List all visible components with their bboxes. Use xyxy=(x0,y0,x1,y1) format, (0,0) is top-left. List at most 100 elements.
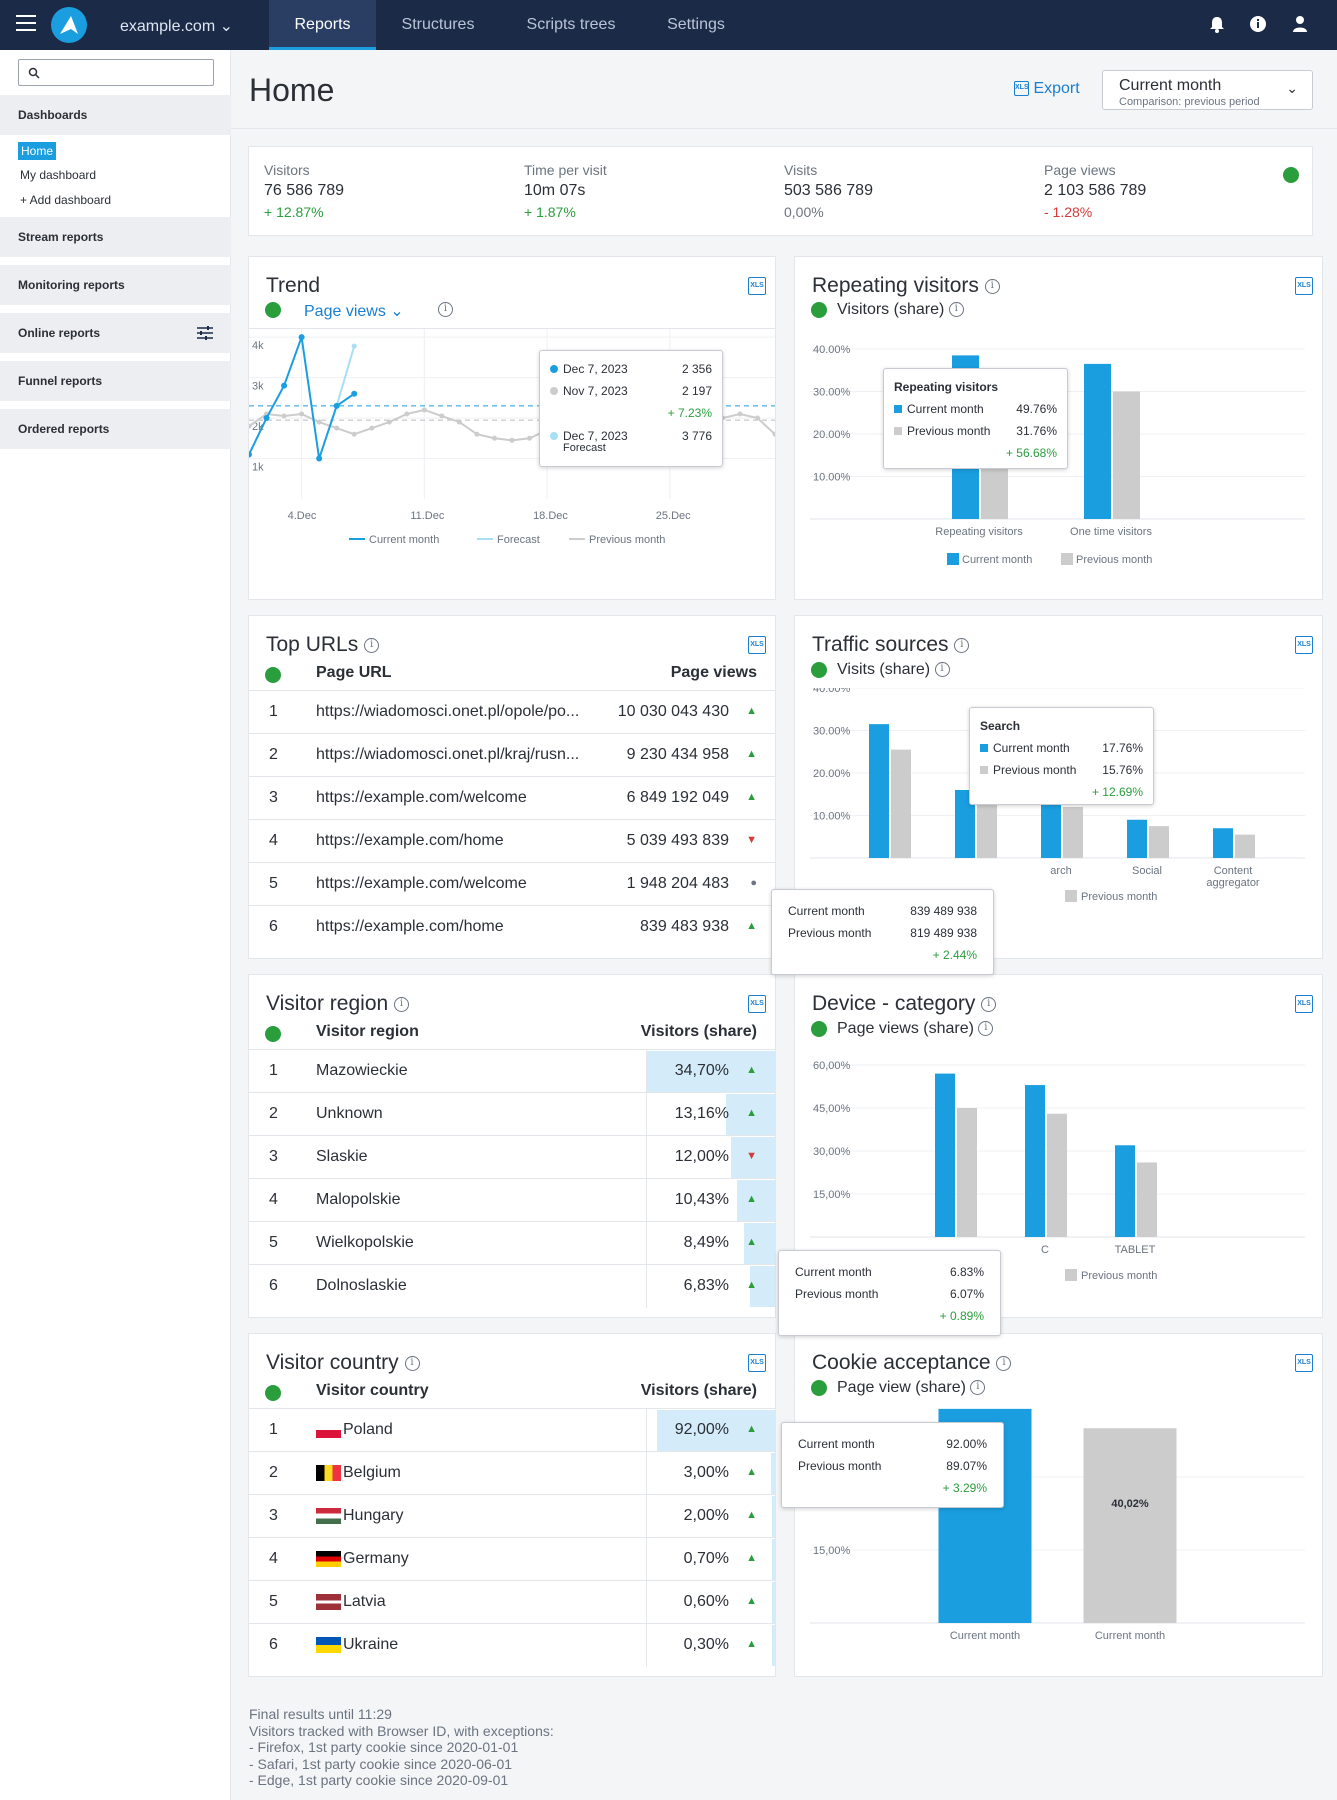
sidebar-section-online-reports[interactable]: Online reports xyxy=(0,313,231,353)
xls-export-icon[interactable]: XLS xyxy=(1295,995,1313,1013)
kpi-visits[interactable]: Visits 503 586 789 0,00% xyxy=(784,162,1004,220)
bell-icon[interactable] xyxy=(1207,14,1227,34)
trend-up-icon: ▲ xyxy=(746,705,757,717)
table-row[interactable]: 4 Malopolskie 10,43% ▲ xyxy=(249,1178,775,1222)
share-bar xyxy=(743,1223,775,1264)
table-row[interactable]: 3 Slaskie 12,00% ▼ xyxy=(249,1135,775,1179)
table-row[interactable]: 1 Mazowieckie 34,70% ▲ xyxy=(249,1049,775,1093)
table-row[interactable]: 1 Poland 92,00% ▲ xyxy=(249,1408,775,1452)
sidebar-section-stream-reports[interactable]: Stream reports xyxy=(0,217,231,257)
trend-up-icon: ▲ xyxy=(746,1423,757,1435)
table-row[interactable]: 6 https://example.com/home 839 483 938 ▲ xyxy=(249,905,775,948)
info-icon[interactable]: i xyxy=(981,996,997,1012)
kpi-time-per-visit[interactable]: Time per visit 10m 07s + 1.87% xyxy=(524,162,744,220)
y-tick-label: 15,00% xyxy=(813,1189,851,1201)
info-icon[interactable]: i xyxy=(984,278,1000,294)
x-tick-label: 4.Dec xyxy=(288,510,317,522)
flag-icon xyxy=(316,1593,341,1610)
menu-icon[interactable] xyxy=(16,15,36,35)
xls-export-icon[interactable]: XLS xyxy=(1295,636,1313,654)
footer-line: Final results until 11:29 xyxy=(249,1706,392,1722)
tooltip-label: Previous month xyxy=(788,926,872,940)
kpi-page-views[interactable]: Page views 2 103 586 789 - 1.28% xyxy=(1044,162,1264,220)
row-value: 34,70% xyxy=(674,1062,729,1079)
info-icon[interactable]: i xyxy=(394,996,410,1012)
column-header-url[interactable]: Page URL xyxy=(316,664,392,681)
table-row[interactable]: 6 Dolnoslaskie 6,83% ▲ xyxy=(249,1264,775,1308)
user-icon[interactable] xyxy=(1290,14,1310,34)
xls-export-icon[interactable]: XLS xyxy=(1295,277,1313,295)
kpi-delta: + 12.87% xyxy=(264,204,324,220)
info-icon[interactable]: i xyxy=(970,1380,986,1396)
trend-up-icon: ▲ xyxy=(746,791,757,803)
xls-export-icon[interactable]: XLS xyxy=(1295,1354,1313,1372)
sidebar-item-add-dashboard[interactable]: + Add dashboard xyxy=(20,193,112,207)
metric-dropdown[interactable]: Page views ⌄ xyxy=(304,301,404,321)
kpi-label: Page views xyxy=(1044,162,1116,178)
nav-tab-scripts-trees[interactable]: Scripts trees xyxy=(526,16,616,33)
xls-export-icon[interactable]: XLS xyxy=(748,277,766,295)
trend-up-icon: ▲ xyxy=(746,920,757,932)
sidebar-item-my-dashboard[interactable]: My dashboard xyxy=(20,168,97,182)
nav-tab-reports[interactable]: Reports xyxy=(269,0,376,50)
table-row[interactable]: 1 https://wiadomosci.onet.pl/opole/po... 1… xyxy=(249,690,775,733)
bar-previous xyxy=(1083,1428,1177,1623)
info-icon[interactable] xyxy=(1248,14,1268,34)
kpi-label: Time per visit xyxy=(524,162,607,178)
column-header-region[interactable]: Visitor region xyxy=(316,1023,419,1040)
status-dot xyxy=(811,302,827,318)
info-icon[interactable]: i xyxy=(404,1355,420,1371)
export-button[interactable]: XLS Export xyxy=(1014,80,1080,98)
sidebar-section-monitoring-reports[interactable]: Monitoring reports xyxy=(0,265,231,305)
info-icon[interactable]: i xyxy=(954,637,970,653)
tooltip-value: 839 489 938 xyxy=(910,904,977,918)
period-selector[interactable]: Current month Comparison: previous perio… xyxy=(1102,70,1313,110)
data-point-previous xyxy=(474,431,480,437)
sliders-icon[interactable] xyxy=(196,325,214,341)
info-icon[interactable]: i xyxy=(438,302,453,317)
domain-selector[interactable]: example.com ⌄ xyxy=(120,16,233,36)
table-row[interactable]: 5 Latvia 0,60% ▲ xyxy=(249,1580,775,1624)
table-row[interactable]: 4 Germany 0,70% ▲ xyxy=(249,1537,775,1581)
row-rank: 5 xyxy=(269,1593,278,1610)
app-logo[interactable] xyxy=(51,7,87,43)
xls-export-icon[interactable]: XLS xyxy=(748,636,766,654)
column-header-country[interactable]: Visitor country xyxy=(316,1382,429,1399)
row-value: 8,49% xyxy=(683,1234,729,1251)
row-label-text: Unknown xyxy=(316,1105,383,1122)
info-icon[interactable]: i xyxy=(934,662,950,678)
xls-export-icon[interactable]: XLS xyxy=(748,995,766,1013)
xls-export-icon[interactable]: XLS xyxy=(748,1354,766,1372)
table-row[interactable]: 2 https://wiadomosci.onet.pl/kraj/rusn...… xyxy=(249,733,775,776)
x-category-label: Social xyxy=(1132,865,1162,877)
table-row[interactable]: 2 Unknown 13,16% ▲ xyxy=(249,1092,775,1136)
info-icon[interactable]: i xyxy=(978,1021,994,1037)
column-header-share[interactable]: Visitors (share) xyxy=(640,1382,757,1399)
nav-tab-structures[interactable]: Structures xyxy=(401,16,475,33)
column-divider xyxy=(646,1538,647,1581)
row-value: 12,00% xyxy=(674,1148,729,1165)
column-header-page-views[interactable]: Page views xyxy=(670,664,757,681)
footer-line: - Firefox, 1st party cookie since 2020-0… xyxy=(249,1739,519,1755)
info-icon[interactable]: i xyxy=(364,637,380,653)
table-row[interactable]: 3 Hungary 2,00% ▲ xyxy=(249,1494,775,1538)
info-icon[interactable]: i xyxy=(948,302,964,318)
nav-tab-settings[interactable]: Settings xyxy=(667,16,725,33)
table-row[interactable]: 2 Belgium 3,00% ▲ xyxy=(249,1451,775,1495)
table-row[interactable]: 4 https://example.com/home 5 039 493 839 ▼ xyxy=(249,819,775,862)
sidebar-section-ordered-reports[interactable]: Ordered reports xyxy=(0,409,231,449)
sidebar-section-dashboards[interactable]: Dashboards xyxy=(0,95,231,135)
sidebar-search-input[interactable] xyxy=(18,59,214,86)
table-row[interactable]: 6 Ukraine 0,30% ▲ xyxy=(249,1623,775,1667)
kpi-visitors[interactable]: Visitors 76 586 789 + 12.87% xyxy=(264,162,484,220)
column-header-share[interactable]: Visitors (share) xyxy=(640,1023,757,1040)
row-label: https://wiadomosci.onet.pl/kraj/rusn... xyxy=(316,746,579,764)
table-row[interactable]: 5 https://example.com/welcome 1 948 204 48… xyxy=(249,862,775,905)
table-row[interactable]: 5 Wielkopolskie 8,49% ▲ xyxy=(249,1221,775,1265)
traffic-tooltip: Search Current month 17.76% Previous mont… xyxy=(969,707,1154,805)
table-row[interactable]: 3 https://example.com/welcome 6 849 192 04… xyxy=(249,776,775,819)
header-divider xyxy=(231,128,1337,129)
info-icon[interactable]: i xyxy=(996,1355,1012,1371)
sidebar-item-home[interactable]: Home xyxy=(18,142,57,160)
sidebar-section-funnel-reports[interactable]: Funnel reports xyxy=(0,361,231,401)
